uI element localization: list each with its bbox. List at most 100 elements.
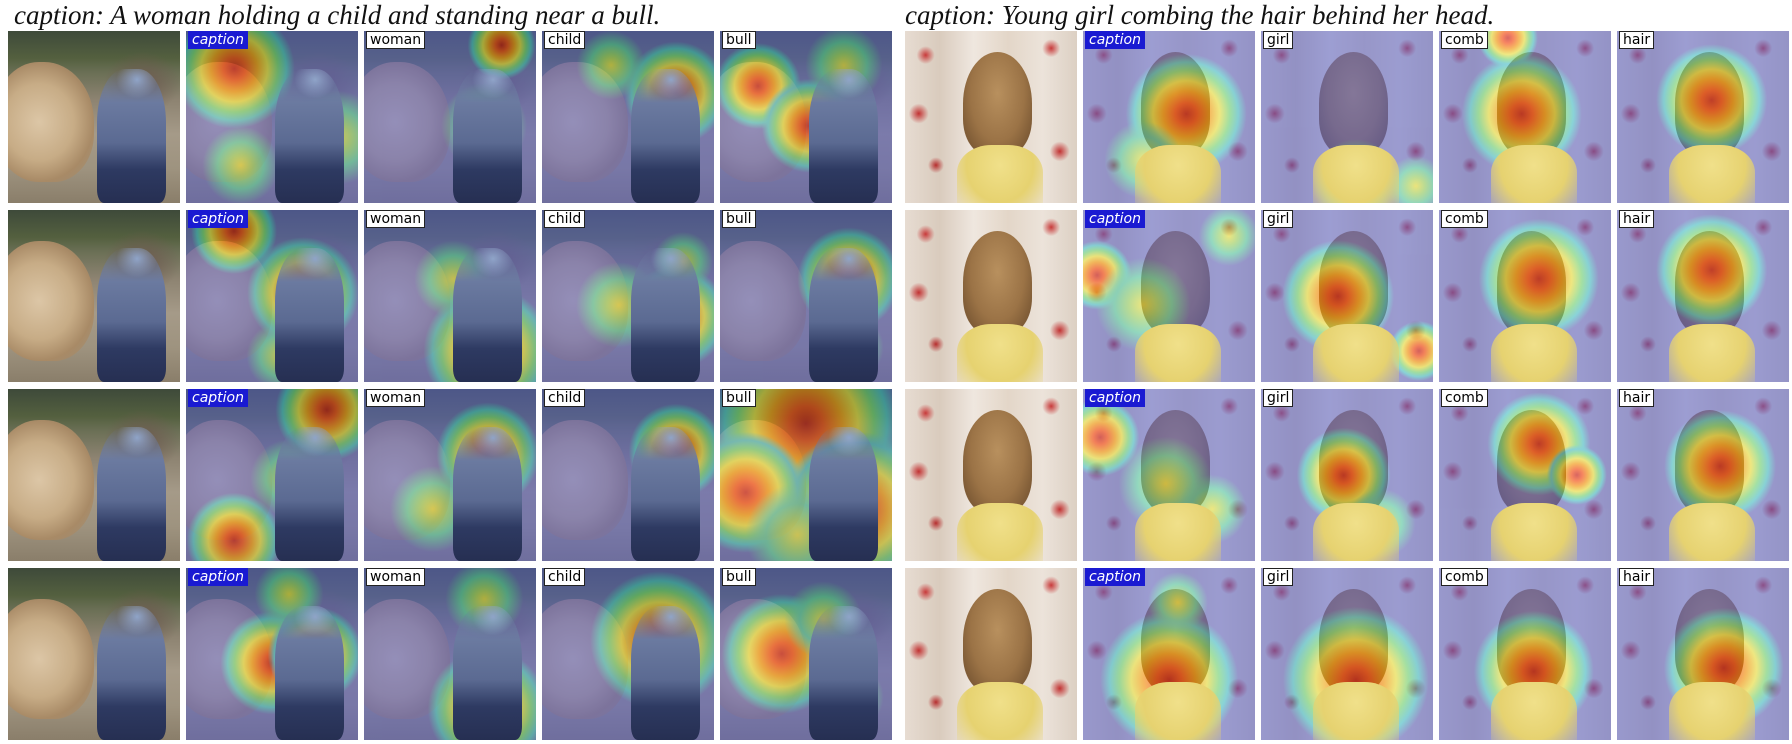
word-label: caption <box>1085 31 1145 49</box>
heatmap-image: bull <box>720 389 892 561</box>
word-label: caption <box>1085 568 1145 586</box>
original-image <box>905 568 1077 740</box>
word-label: hair <box>1619 31 1655 49</box>
heatmap-image: bull <box>720 210 892 382</box>
heatmap-overlay <box>720 389 892 561</box>
attention-hotspot <box>445 568 524 638</box>
attention-hotspot <box>1478 218 1599 339</box>
attention-hotspot <box>202 126 280 203</box>
heatmap-overlay <box>364 389 536 561</box>
heatmap-overlay <box>1617 389 1789 561</box>
attention-grid: caption woman child bull caption woman child bu… <box>8 31 892 740</box>
word-label: comb <box>1441 31 1488 49</box>
attention-hotspot <box>290 90 358 185</box>
heatmap-image: woman <box>364 210 536 382</box>
attention-hotspot <box>1473 610 1594 732</box>
attention-hotspot <box>1282 606 1429 740</box>
attention-hotspot <box>640 493 702 554</box>
attention-hotspot <box>721 593 843 715</box>
original-image <box>905 31 1077 203</box>
word-label: hair <box>1619 389 1655 407</box>
heatmap-overlay <box>364 31 536 203</box>
attention-hotspot <box>1199 210 1255 266</box>
word-label: caption <box>1085 389 1145 407</box>
heatmap-overlay <box>1439 568 1611 740</box>
caption-text: caption: A woman holding a child and sta… <box>14 0 661 30</box>
heatmap-overlay <box>1261 210 1433 382</box>
heatmap-image: caption <box>1083 210 1255 382</box>
attention-hotspot <box>797 227 892 331</box>
heatmap-image: caption <box>186 568 358 740</box>
heatmap-overlay <box>1083 568 1255 740</box>
attention-hotspot <box>1282 240 1395 352</box>
heatmap-image: caption <box>1083 389 1255 561</box>
heatmap-image: girl <box>1261 31 1433 203</box>
heatmap-image: hair <box>1617 31 1789 203</box>
word-label: caption <box>188 568 248 586</box>
heatmap-overlay <box>1261 31 1433 203</box>
heatmap-overlay <box>1439 31 1611 203</box>
word-label: woman <box>366 210 426 228</box>
attention-hotspot <box>1095 257 1191 352</box>
attention-hotspot <box>576 31 646 100</box>
heatmap-overlay <box>1261 389 1433 561</box>
word-label: bull <box>722 568 756 586</box>
word-label: comb <box>1441 389 1488 407</box>
attention-hotspot <box>1461 53 1582 174</box>
heatmap-overlay <box>720 210 892 382</box>
attention-hotspot <box>414 240 493 318</box>
original-image <box>8 389 180 561</box>
heatmap-overlay <box>186 210 358 382</box>
heatmap-image: caption <box>186 389 358 561</box>
heatmap-overlay <box>1083 389 1255 561</box>
heatmap-image: comb <box>1439 568 1611 740</box>
heatmap-image: comb <box>1439 210 1611 382</box>
attention-hotspot <box>1346 488 1416 558</box>
heatmap-image: girl <box>1261 389 1433 561</box>
heatmap-overlay <box>1083 31 1255 203</box>
original-image <box>8 210 180 382</box>
heatmap-image: caption <box>1083 568 1255 740</box>
caption-text: caption: Young girl combing the hair beh… <box>905 0 1495 30</box>
word-label: bull <box>722 389 756 407</box>
attention-hotspot <box>784 580 862 659</box>
attention-hotspot <box>1663 607 1784 728</box>
attention-hotspot <box>1125 53 1247 174</box>
heatmap-overlay <box>1617 31 1789 203</box>
word-label: girl <box>1263 31 1294 49</box>
heatmap-image: girl <box>1261 210 1433 382</box>
heatmap-overlay <box>1439 210 1611 382</box>
attention-hotspot <box>814 313 884 382</box>
attention-hotspot <box>1664 410 1777 523</box>
word-label: caption <box>188 210 248 228</box>
heatmap-overlay <box>1261 568 1433 740</box>
attention-hotspot <box>467 31 536 80</box>
word-label: girl <box>1263 389 1294 407</box>
heatmap-overlay <box>542 568 714 740</box>
attention-hotspot <box>1655 214 1768 327</box>
attention-hotspot <box>246 321 315 382</box>
attention-hotspot <box>1296 427 1391 523</box>
attention-hotspot <box>814 662 884 732</box>
attention-hotspot <box>1385 155 1433 203</box>
heatmap-image: bull <box>720 568 892 740</box>
heatmap-image: caption <box>1083 31 1255 203</box>
heatmap-image: hair <box>1617 568 1789 740</box>
word-label: caption <box>188 31 248 49</box>
word-label: child <box>544 568 586 586</box>
original-image <box>8 31 180 203</box>
attention-hotspot <box>652 231 714 292</box>
heatmap-image: child <box>542 389 714 561</box>
word-label: girl <box>1263 210 1294 228</box>
attention-hotspot <box>1312 139 1399 203</box>
word-label: hair <box>1619 210 1655 228</box>
word-label: comb <box>1441 210 1488 228</box>
heatmap-overlay <box>364 210 536 382</box>
original-image <box>8 568 180 740</box>
heatmap-image: comb <box>1439 31 1611 203</box>
heatmap-overlay <box>1083 210 1255 382</box>
word-label: caption <box>188 389 248 407</box>
heatmap-overlay <box>542 210 714 382</box>
heatmap-overlay <box>186 568 358 740</box>
attention-hotspot <box>254 568 324 629</box>
